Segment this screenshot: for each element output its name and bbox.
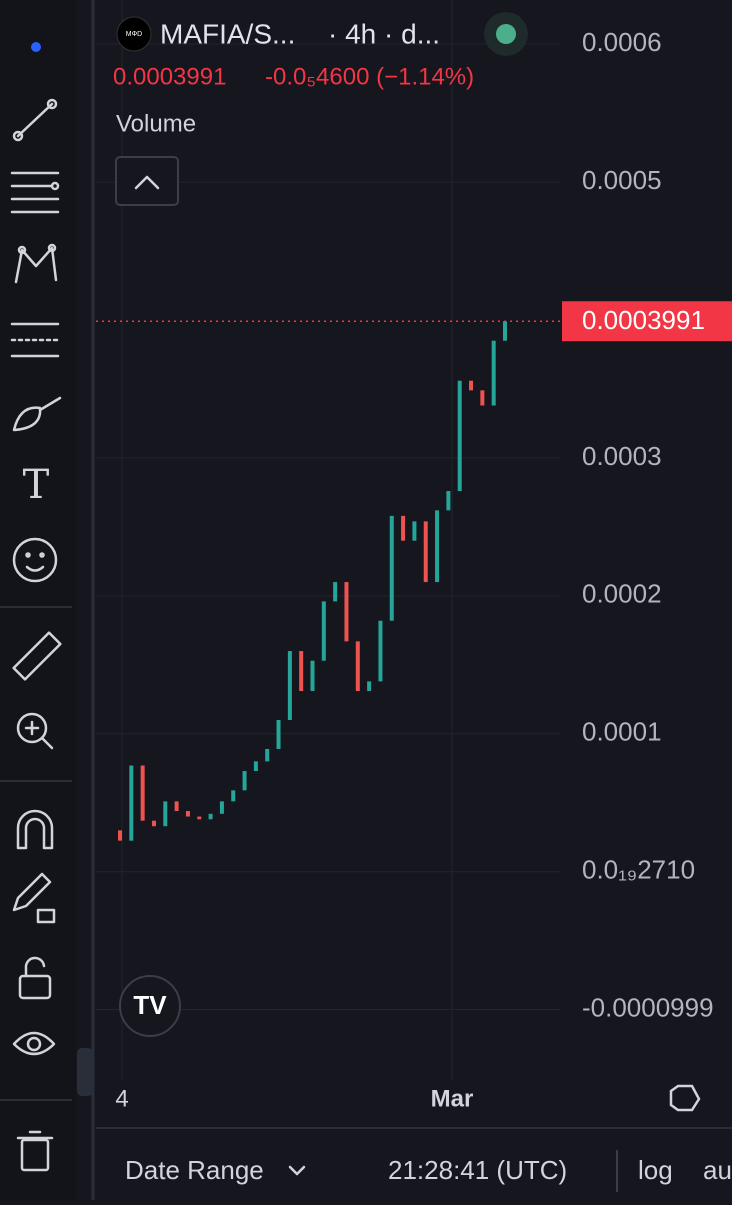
clock[interactable]: 21:28:41 (UTC) (388, 1155, 567, 1185)
symbol-logo (116, 16, 152, 52)
candle-body (355, 641, 360, 692)
x-tick-label: 4 (115, 1085, 128, 1112)
candle-body (333, 582, 338, 602)
pattern-tool[interactable] (14, 243, 58, 284)
candle-body (276, 720, 281, 749)
collapse-button[interactable] (115, 156, 179, 206)
candle-body (491, 340, 496, 406)
y-tick-label: 0.0002 (582, 579, 662, 609)
y-tick-label: 0.0006 (582, 27, 662, 57)
price: 0.0003991 (113, 63, 226, 90)
brush-tool[interactable] (12, 396, 62, 432)
text-tool[interactable]: T (23, 462, 50, 508)
y-tick-label: 0.0003 (582, 441, 662, 471)
toolbar (0, 0, 76, 1200)
collapse-toolbar[interactable] (77, 1048, 93, 1096)
candle-body (503, 321, 507, 341)
candle-body (435, 510, 440, 583)
interval[interactable]: · 4h · d... (328, 18, 440, 49)
candle-body (231, 790, 236, 802)
candle-body (151, 820, 156, 827)
candle-body (344, 582, 349, 642)
log-toggle[interactable]: log (638, 1155, 673, 1185)
candle-body (299, 651, 304, 692)
forecast-tool[interactable] (10, 322, 60, 358)
chevron-up (134, 175, 160, 190)
candle-body (412, 521, 417, 541)
candle-body (118, 830, 122, 841)
candle-body (265, 748, 270, 762)
candle-body (163, 801, 168, 827)
grid: 0.0006 0.0005 0.0003 0.0002 0.0001 0.0₁₉2710 -… (96, 27, 714, 1022)
candle-body (469, 380, 474, 391)
candle-body (367, 681, 372, 692)
magnet-tool[interactable] (16, 809, 54, 850)
status-dot (496, 24, 516, 44)
candle-body (310, 660, 315, 692)
y-tick-label: 0.0₁₉2710 (582, 855, 695, 885)
unlock-tool[interactable] (18, 956, 52, 1000)
emoji-tool[interactable] (12, 537, 58, 583)
zoom-tool[interactable] (16, 712, 54, 750)
candle-body (446, 491, 451, 511)
candle-body (140, 765, 145, 821)
last-price-label: 0.0003991 (582, 305, 705, 335)
logo-text: MΦD (126, 31, 142, 38)
toolbar-icons[interactable]: T (0, 42, 72, 1172)
y-tick-label: -0.0000999 (582, 992, 714, 1022)
candle-body (174, 801, 179, 812)
date-range[interactable]: Date Range (125, 1155, 264, 1185)
visibility-tool[interactable] (12, 1031, 56, 1056)
candle-body (185, 811, 190, 817)
candle-body (423, 521, 428, 583)
tv-logo[interactable] (119, 975, 181, 1037)
auto-toggle[interactable]: au (703, 1155, 732, 1185)
x-tick-label: Mar (431, 1085, 474, 1112)
indicator-label[interactable]: Volume (116, 110, 196, 137)
candle-body (287, 651, 292, 720)
candle-body (242, 771, 247, 791)
candle-body (129, 765, 134, 841)
candle-body (480, 390, 485, 406)
candle-body (208, 813, 213, 820)
candle-body (197, 816, 202, 820)
price-change: -0.0₅4600 (−1.14%) (265, 63, 474, 90)
dropdown-arrow (288, 1165, 306, 1176)
candle-body (219, 801, 224, 814)
dot-icon[interactable] (31, 42, 41, 52)
line-tool[interactable] (12, 98, 58, 142)
y-tick-label: 0.0001 (582, 717, 662, 747)
candles: 0.0003991 (96, 301, 732, 841)
trash-tool[interactable] (16, 1130, 54, 1172)
candle-body (389, 515, 394, 621)
settings-icon[interactable] (669, 1084, 701, 1112)
candle-body (253, 761, 258, 772)
ruler-tool[interactable] (12, 631, 62, 681)
lock-draw-tool[interactable] (12, 872, 56, 924)
y-tick-label: 0.0005 (582, 165, 662, 195)
candle-body (321, 601, 326, 661)
candle-body (457, 380, 462, 492)
tv-logo-text: TV (133, 990, 167, 1020)
last-price-box (562, 301, 732, 342)
candle-body (378, 620, 383, 682)
fib-tool[interactable] (10, 171, 60, 214)
candle-body (401, 515, 406, 541)
symbol[interactable]: MAFIA/S... (160, 18, 295, 49)
